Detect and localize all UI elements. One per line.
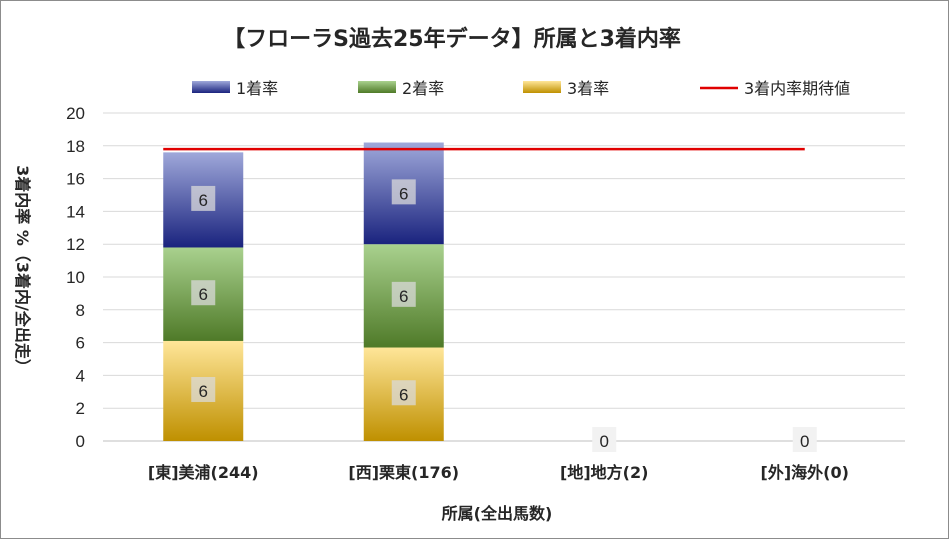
legend-label: 3着率 bbox=[567, 79, 609, 98]
x-axis-title: 所属(全出馬数) bbox=[442, 504, 553, 523]
data-label: 6 bbox=[199, 382, 208, 401]
data-label: 6 bbox=[399, 287, 408, 306]
legend-swatch bbox=[192, 81, 230, 93]
data-label: 0 bbox=[800, 432, 809, 451]
data-label: 6 bbox=[399, 184, 408, 203]
y-tick-label: 2 bbox=[76, 399, 85, 418]
chart-title: 【フローラS過去25年データ】所属と3着内率 bbox=[223, 26, 681, 52]
y-tick-label: 12 bbox=[66, 235, 85, 254]
y-tick-label: 16 bbox=[66, 170, 85, 189]
y-tick-label: 6 bbox=[76, 334, 85, 353]
legend-label: 1着率 bbox=[236, 79, 278, 98]
y-tick-label: 10 bbox=[66, 268, 85, 287]
y-tick-label: 8 bbox=[76, 301, 85, 320]
data-label-bg bbox=[592, 427, 617, 452]
data-label-bg bbox=[191, 185, 216, 211]
x-tick-label: [外]海外(0) bbox=[761, 463, 849, 482]
legend-swatch bbox=[523, 81, 561, 93]
y-tick-label: 4 bbox=[76, 366, 85, 385]
bars: 6 6 6 6 6 6 0 0 bbox=[163, 142, 817, 452]
y-axis-title: 3着内率 %（3着内/全出走） bbox=[13, 165, 32, 375]
data-label-bg bbox=[391, 179, 416, 205]
data-label: 6 bbox=[199, 285, 208, 304]
data-label-bg bbox=[191, 376, 216, 402]
legend: 1着率 2着率 3着率 3着内率期待値 bbox=[192, 79, 850, 98]
legend-label: 3着内率期待値 bbox=[744, 79, 850, 98]
y-tick-label: 0 bbox=[76, 432, 85, 451]
y-tick-label: 14 bbox=[66, 202, 85, 221]
legend-label: 2着率 bbox=[402, 79, 444, 98]
data-label-bg bbox=[391, 380, 416, 406]
x-tick-label: [東]美浦(244) bbox=[148, 463, 259, 482]
data-label: 0 bbox=[600, 432, 609, 451]
data-label-bg bbox=[191, 280, 216, 306]
data-label: 6 bbox=[199, 191, 208, 210]
y-tick-label: 18 bbox=[66, 137, 85, 156]
legend-swatch bbox=[358, 81, 396, 93]
data-label-bg bbox=[792, 427, 817, 452]
data-label-bg bbox=[391, 281, 416, 307]
x-axis-ticks: [東]美浦(244) [西]栗東(176) [地]地方(2) [外]海外(0) bbox=[148, 463, 849, 482]
x-tick-label: [西]栗東(176) bbox=[348, 463, 459, 482]
y-tick-label: 20 bbox=[66, 104, 85, 123]
data-label: 6 bbox=[399, 385, 408, 404]
y-axis-ticks: 0 2 4 6 8 10 12 14 16 18 20 bbox=[66, 104, 85, 451]
x-tick-label: [地]地方(2) bbox=[560, 463, 648, 482]
